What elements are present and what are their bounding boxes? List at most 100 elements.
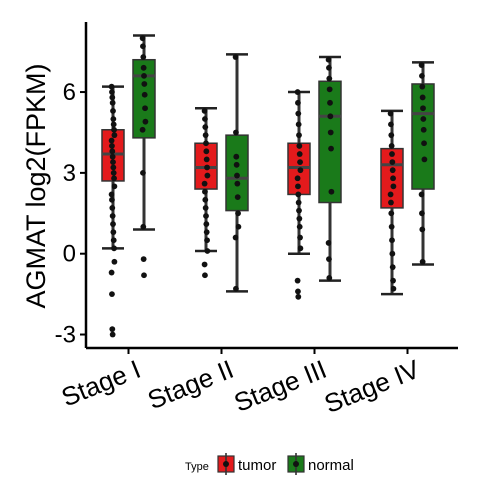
data-point	[139, 126, 146, 133]
data-point	[420, 105, 426, 112]
data-point	[295, 99, 301, 106]
data-point	[296, 132, 302, 139]
y-axis-title: AGMAT log2(FPKM)	[21, 63, 51, 308]
data-point	[232, 54, 239, 60]
y-tick-label: 6	[63, 79, 76, 106]
data-point	[110, 159, 116, 165]
box-normal-1	[225, 53, 249, 293]
data-point	[327, 113, 334, 120]
data-point	[110, 237, 117, 244]
data-point	[327, 129, 334, 136]
data-point	[295, 199, 302, 206]
data-point	[295, 183, 301, 190]
x-tick-label: Stage I	[57, 354, 145, 413]
data-point	[142, 105, 148, 112]
data-point	[297, 245, 304, 252]
data-point	[326, 275, 333, 281]
data-point	[327, 99, 333, 106]
box-normal-2	[318, 55, 342, 282]
data-point	[419, 83, 426, 90]
data-point	[418, 191, 425, 198]
box-body	[132, 58, 156, 139]
data-point	[325, 56, 332, 63]
y-axis-ticks: -3 0 3 6	[55, 79, 86, 349]
data-point	[109, 99, 116, 106]
data-point	[296, 215, 303, 222]
data-point	[389, 151, 395, 157]
data-point	[419, 72, 425, 79]
data-point	[233, 153, 240, 160]
data-point	[202, 132, 209, 139]
data-point	[202, 124, 209, 130]
data-point	[233, 285, 239, 292]
data-point	[326, 256, 332, 262]
data-point	[111, 126, 117, 133]
x-tick-label: Stage III	[230, 354, 331, 418]
data-point	[295, 110, 302, 117]
data-point	[204, 248, 211, 254]
data-point	[203, 156, 210, 163]
data-point	[419, 258, 426, 265]
data-point	[141, 72, 147, 79]
data-point	[388, 210, 395, 217]
data-point	[328, 145, 334, 152]
data-point	[234, 194, 241, 201]
data-point	[389, 250, 396, 257]
box-plot-series	[101, 34, 435, 338]
data-point	[110, 121, 117, 128]
y-tick-label: 3	[63, 160, 76, 187]
data-point	[141, 81, 148, 87]
data-point	[202, 196, 209, 203]
data-point	[140, 64, 147, 71]
box-tumor-0	[101, 83, 125, 338]
data-point	[388, 132, 395, 139]
data-point	[294, 89, 301, 95]
x-tick-label: Stage II	[143, 354, 237, 415]
data-point	[421, 140, 427, 147]
y-tick-label: 0	[63, 241, 76, 268]
data-point	[418, 62, 425, 69]
data-point	[142, 118, 149, 125]
data-point	[110, 108, 116, 114]
data-point	[387, 191, 394, 198]
data-point	[390, 285, 397, 292]
data-point	[140, 169, 146, 176]
box-normal-0	[132, 34, 156, 279]
data-point	[296, 151, 303, 157]
data-point	[202, 272, 208, 279]
data-point	[326, 64, 332, 71]
data-point	[233, 161, 240, 168]
data-point	[297, 234, 303, 241]
data-point	[233, 129, 239, 136]
x-tick-label: Stage IV	[320, 354, 424, 419]
data-point	[390, 175, 396, 182]
box-tumor-1	[194, 106, 218, 279]
data-point	[109, 196, 115, 203]
data-point	[389, 237, 395, 244]
data-point	[389, 159, 396, 165]
data-point	[390, 183, 397, 190]
data-point	[326, 75, 333, 82]
data-point	[109, 153, 116, 160]
data-point	[297, 159, 303, 165]
data-point	[390, 277, 396, 284]
box-body	[318, 80, 342, 204]
data-point	[202, 116, 208, 122]
data-point	[296, 223, 303, 230]
data-point	[110, 169, 117, 176]
data-point	[203, 229, 210, 236]
data-point	[109, 291, 115, 298]
data-point	[421, 156, 428, 163]
data-point	[234, 180, 241, 187]
box-tumor-2	[287, 89, 311, 300]
data-point	[388, 143, 395, 149]
data-point	[201, 261, 208, 268]
data-point	[141, 272, 147, 279]
data-point	[109, 143, 115, 149]
data-point	[111, 175, 117, 182]
data-point	[140, 256, 147, 262]
data-point	[419, 94, 426, 101]
legend-label-normal: normal	[308, 457, 354, 474]
